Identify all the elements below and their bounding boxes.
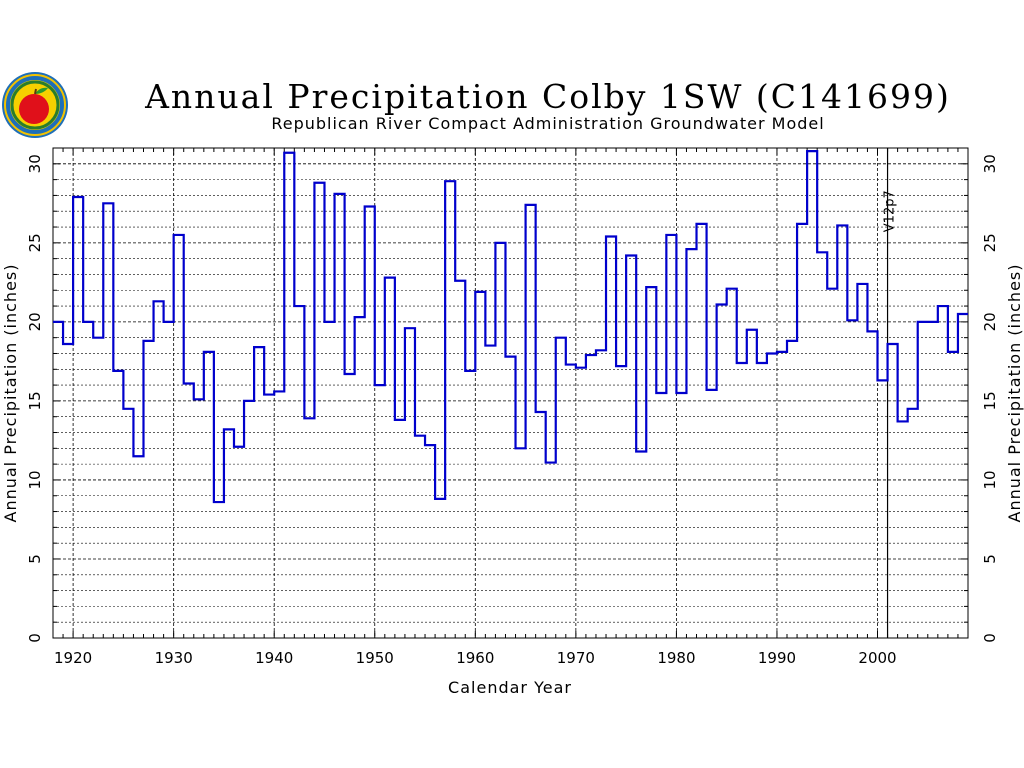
y-axis-right-ticks: 0 5 10 15 20 25 30 <box>961 147 999 643</box>
y-tick-label-right: 15 <box>981 391 999 410</box>
y-tick-label-right: 30 <box>981 154 999 173</box>
y-tick-label-left: 20 <box>26 312 44 331</box>
y-axis-label-right: Annual Precipitation (inches) <box>1005 264 1024 523</box>
x-tick-label: 1990 <box>758 649 796 667</box>
x-tick-label: 1970 <box>557 649 595 667</box>
y-tick-label-left: 0 <box>26 633 44 643</box>
x-tick-label: 1920 <box>54 649 92 667</box>
y-tick-label-right: 0 <box>981 633 999 643</box>
x-tick-label: 2000 <box>858 649 896 667</box>
y-tick-label-right: 5 <box>981 554 999 564</box>
series-layer <box>53 150 968 504</box>
x-axis-label: Calendar Year <box>448 678 572 697</box>
y-tick-label-left: 5 <box>26 554 44 564</box>
reference-line-label: V12p7 <box>883 190 898 232</box>
y-tick-label-right: 25 <box>981 233 999 252</box>
y-tick-label-left: 15 <box>26 391 44 410</box>
y-tick-label-left: 10 <box>26 470 44 489</box>
rrca-seal-icon <box>2 72 68 138</box>
x-tick-label: 1930 <box>155 649 193 667</box>
y-tick-label-right: 20 <box>981 312 999 331</box>
x-tick-label: 1940 <box>255 649 293 667</box>
y-axis-left-ticks: 0 5 10 15 20 25 30 <box>26 147 60 643</box>
chart-subtitle: Republican River Compact Administration … <box>271 114 824 133</box>
major-gridlines <box>53 148 968 638</box>
y-tick-label-left: 30 <box>26 154 44 173</box>
x-tick-label: 1980 <box>657 649 695 667</box>
y-axis-label-left: Annual Precipitation (inches) <box>1 264 20 523</box>
x-tick-label: 1950 <box>356 649 394 667</box>
plot-frame <box>52 147 969 639</box>
chart-title: Annual Precipitation Colby 1SW (C141699) <box>144 77 951 116</box>
x-axis-ticks: 1920 1930 1940 1950 1960 1970 1980 1990 2000 <box>52 148 969 667</box>
precipitation-series-line <box>53 150 968 504</box>
minor-gridlines <box>53 179 968 623</box>
x-tick-label: 1960 <box>456 649 494 667</box>
y-tick-label-right: 10 <box>981 470 999 489</box>
y-tick-label-left: 25 <box>26 233 44 252</box>
